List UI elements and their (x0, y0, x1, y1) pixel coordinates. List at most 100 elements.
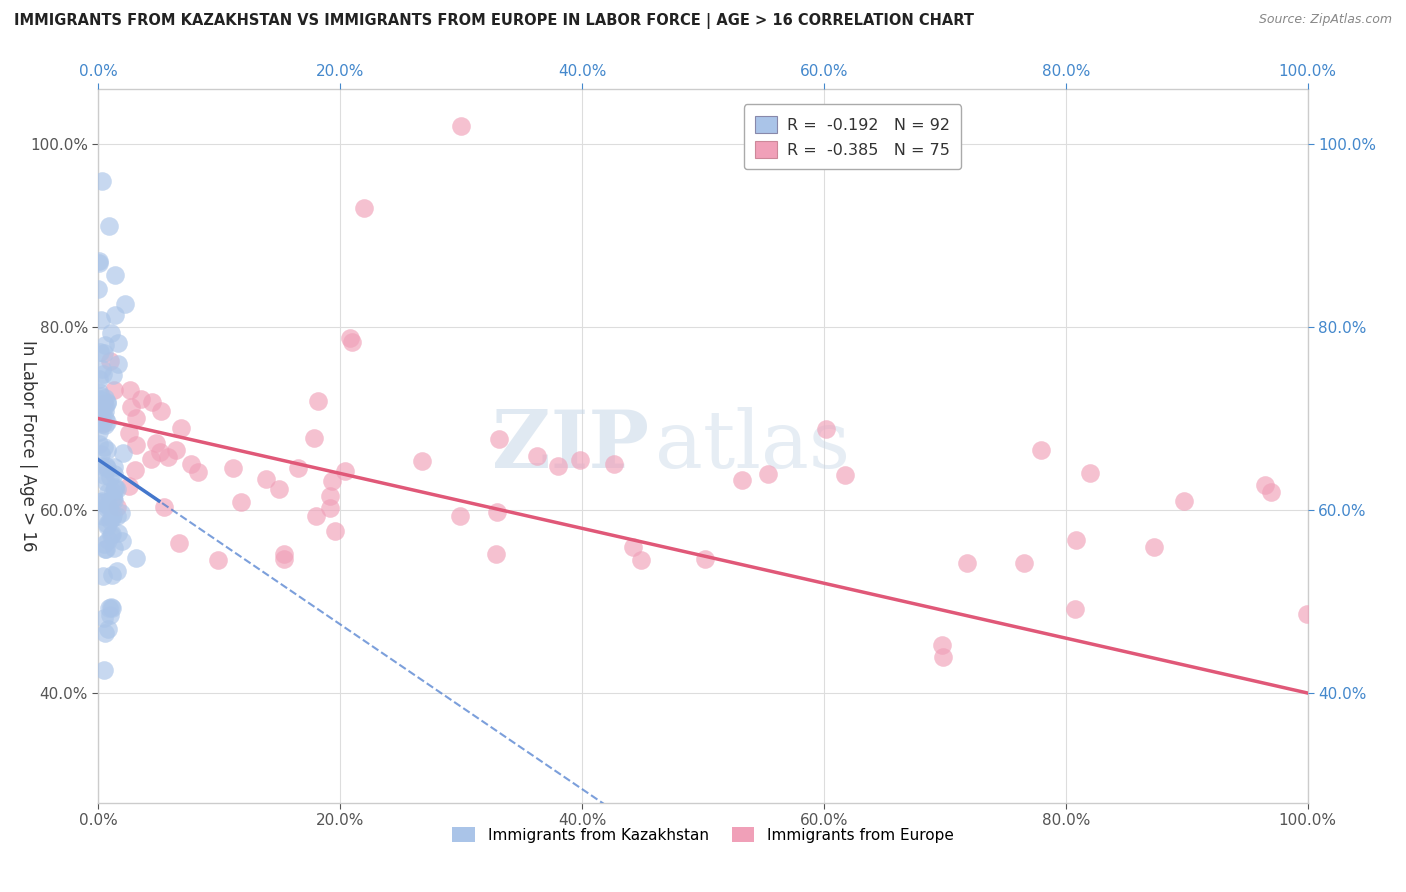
Point (114, 297, 136, 311)
Point (94, 391, 117, 405)
Point (547, 459, 569, 474)
Point (98, 600, 121, 615)
Point (149, 445, 172, 459)
Point (93, 396, 115, 410)
Point (103, 493, 125, 508)
Point (91, 417, 114, 432)
Point (120, 400, 142, 414)
Point (98, 353, 121, 368)
Point (269, 482, 291, 496)
Point (87, 392, 110, 406)
Point (94, 458, 117, 473)
Point (931, 638, 953, 652)
Point (450, 119, 472, 133)
Point (125, 550, 148, 565)
Point (90, 409, 112, 423)
Point (165, 443, 187, 458)
Point (1012, 557, 1035, 571)
Point (96, 517, 118, 532)
Point (124, 463, 146, 477)
Point (180, 457, 202, 471)
Point (449, 508, 471, 523)
Point (229, 495, 252, 509)
Point (94, 404, 117, 418)
Point (1173, 494, 1195, 508)
Point (100, 528, 122, 542)
Point (125, 438, 148, 452)
Point (485, 547, 508, 561)
Point (93, 537, 115, 551)
Point (1260, 484, 1282, 499)
Point (94, 542, 117, 557)
Legend: Immigrants from Kazakhstan, Immigrants from Europe: Immigrants from Kazakhstan, Immigrants f… (446, 821, 960, 848)
Point (103, 467, 125, 482)
Point (321, 474, 343, 488)
Point (110, 506, 132, 520)
Point (101, 526, 124, 541)
Point (94, 337, 117, 351)
Point (103, 541, 125, 556)
Point (107, 564, 129, 578)
Point (103, 460, 125, 475)
Point (319, 489, 342, 503)
Point (305, 508, 328, 523)
Point (1064, 602, 1087, 616)
Point (125, 411, 148, 425)
Point (103, 491, 125, 506)
Point (170, 420, 193, 434)
Point (87, 282, 110, 296)
Point (1254, 478, 1277, 492)
Point (93, 611, 115, 625)
Point (97, 500, 120, 515)
Point (94, 410, 117, 425)
Point (101, 368, 124, 382)
Point (96, 460, 118, 475)
Point (104, 268, 127, 282)
Point (98, 219, 121, 234)
Point (145, 435, 167, 450)
Point (89, 393, 111, 408)
Point (93, 416, 115, 430)
Point (104, 483, 127, 497)
Point (526, 449, 548, 463)
Point (1031, 443, 1053, 458)
Point (100, 470, 122, 484)
Point (96, 501, 118, 516)
Point (90, 389, 112, 403)
Point (149, 404, 172, 418)
Point (187, 465, 209, 479)
Point (273, 552, 295, 566)
Point (339, 331, 361, 345)
Point (89, 416, 111, 430)
Point (105, 500, 128, 514)
Point (91, 509, 114, 524)
Point (342, 334, 364, 349)
Point (1078, 467, 1101, 481)
Point (87, 437, 110, 451)
Point (105, 508, 128, 523)
Point (834, 467, 856, 482)
Point (96, 416, 118, 430)
Point (87, 495, 110, 509)
Point (97, 622, 120, 636)
Point (319, 500, 342, 515)
Point (89, 253, 111, 268)
Point (96, 395, 118, 409)
Point (93, 467, 115, 482)
Point (157, 450, 180, 465)
Text: Source: ZipAtlas.com: Source: ZipAtlas.com (1258, 13, 1392, 27)
Point (89, 411, 111, 425)
Point (96, 519, 118, 533)
Point (93, 495, 115, 509)
Point (101, 568, 124, 582)
Point (96, 542, 118, 557)
Point (103, 384, 125, 398)
Point (956, 556, 979, 570)
Point (89, 256, 111, 270)
Point (411, 453, 433, 467)
Point (693, 552, 716, 566)
Point (101, 600, 124, 615)
Point (118, 479, 141, 493)
Point (621, 541, 644, 555)
Point (91, 174, 114, 188)
